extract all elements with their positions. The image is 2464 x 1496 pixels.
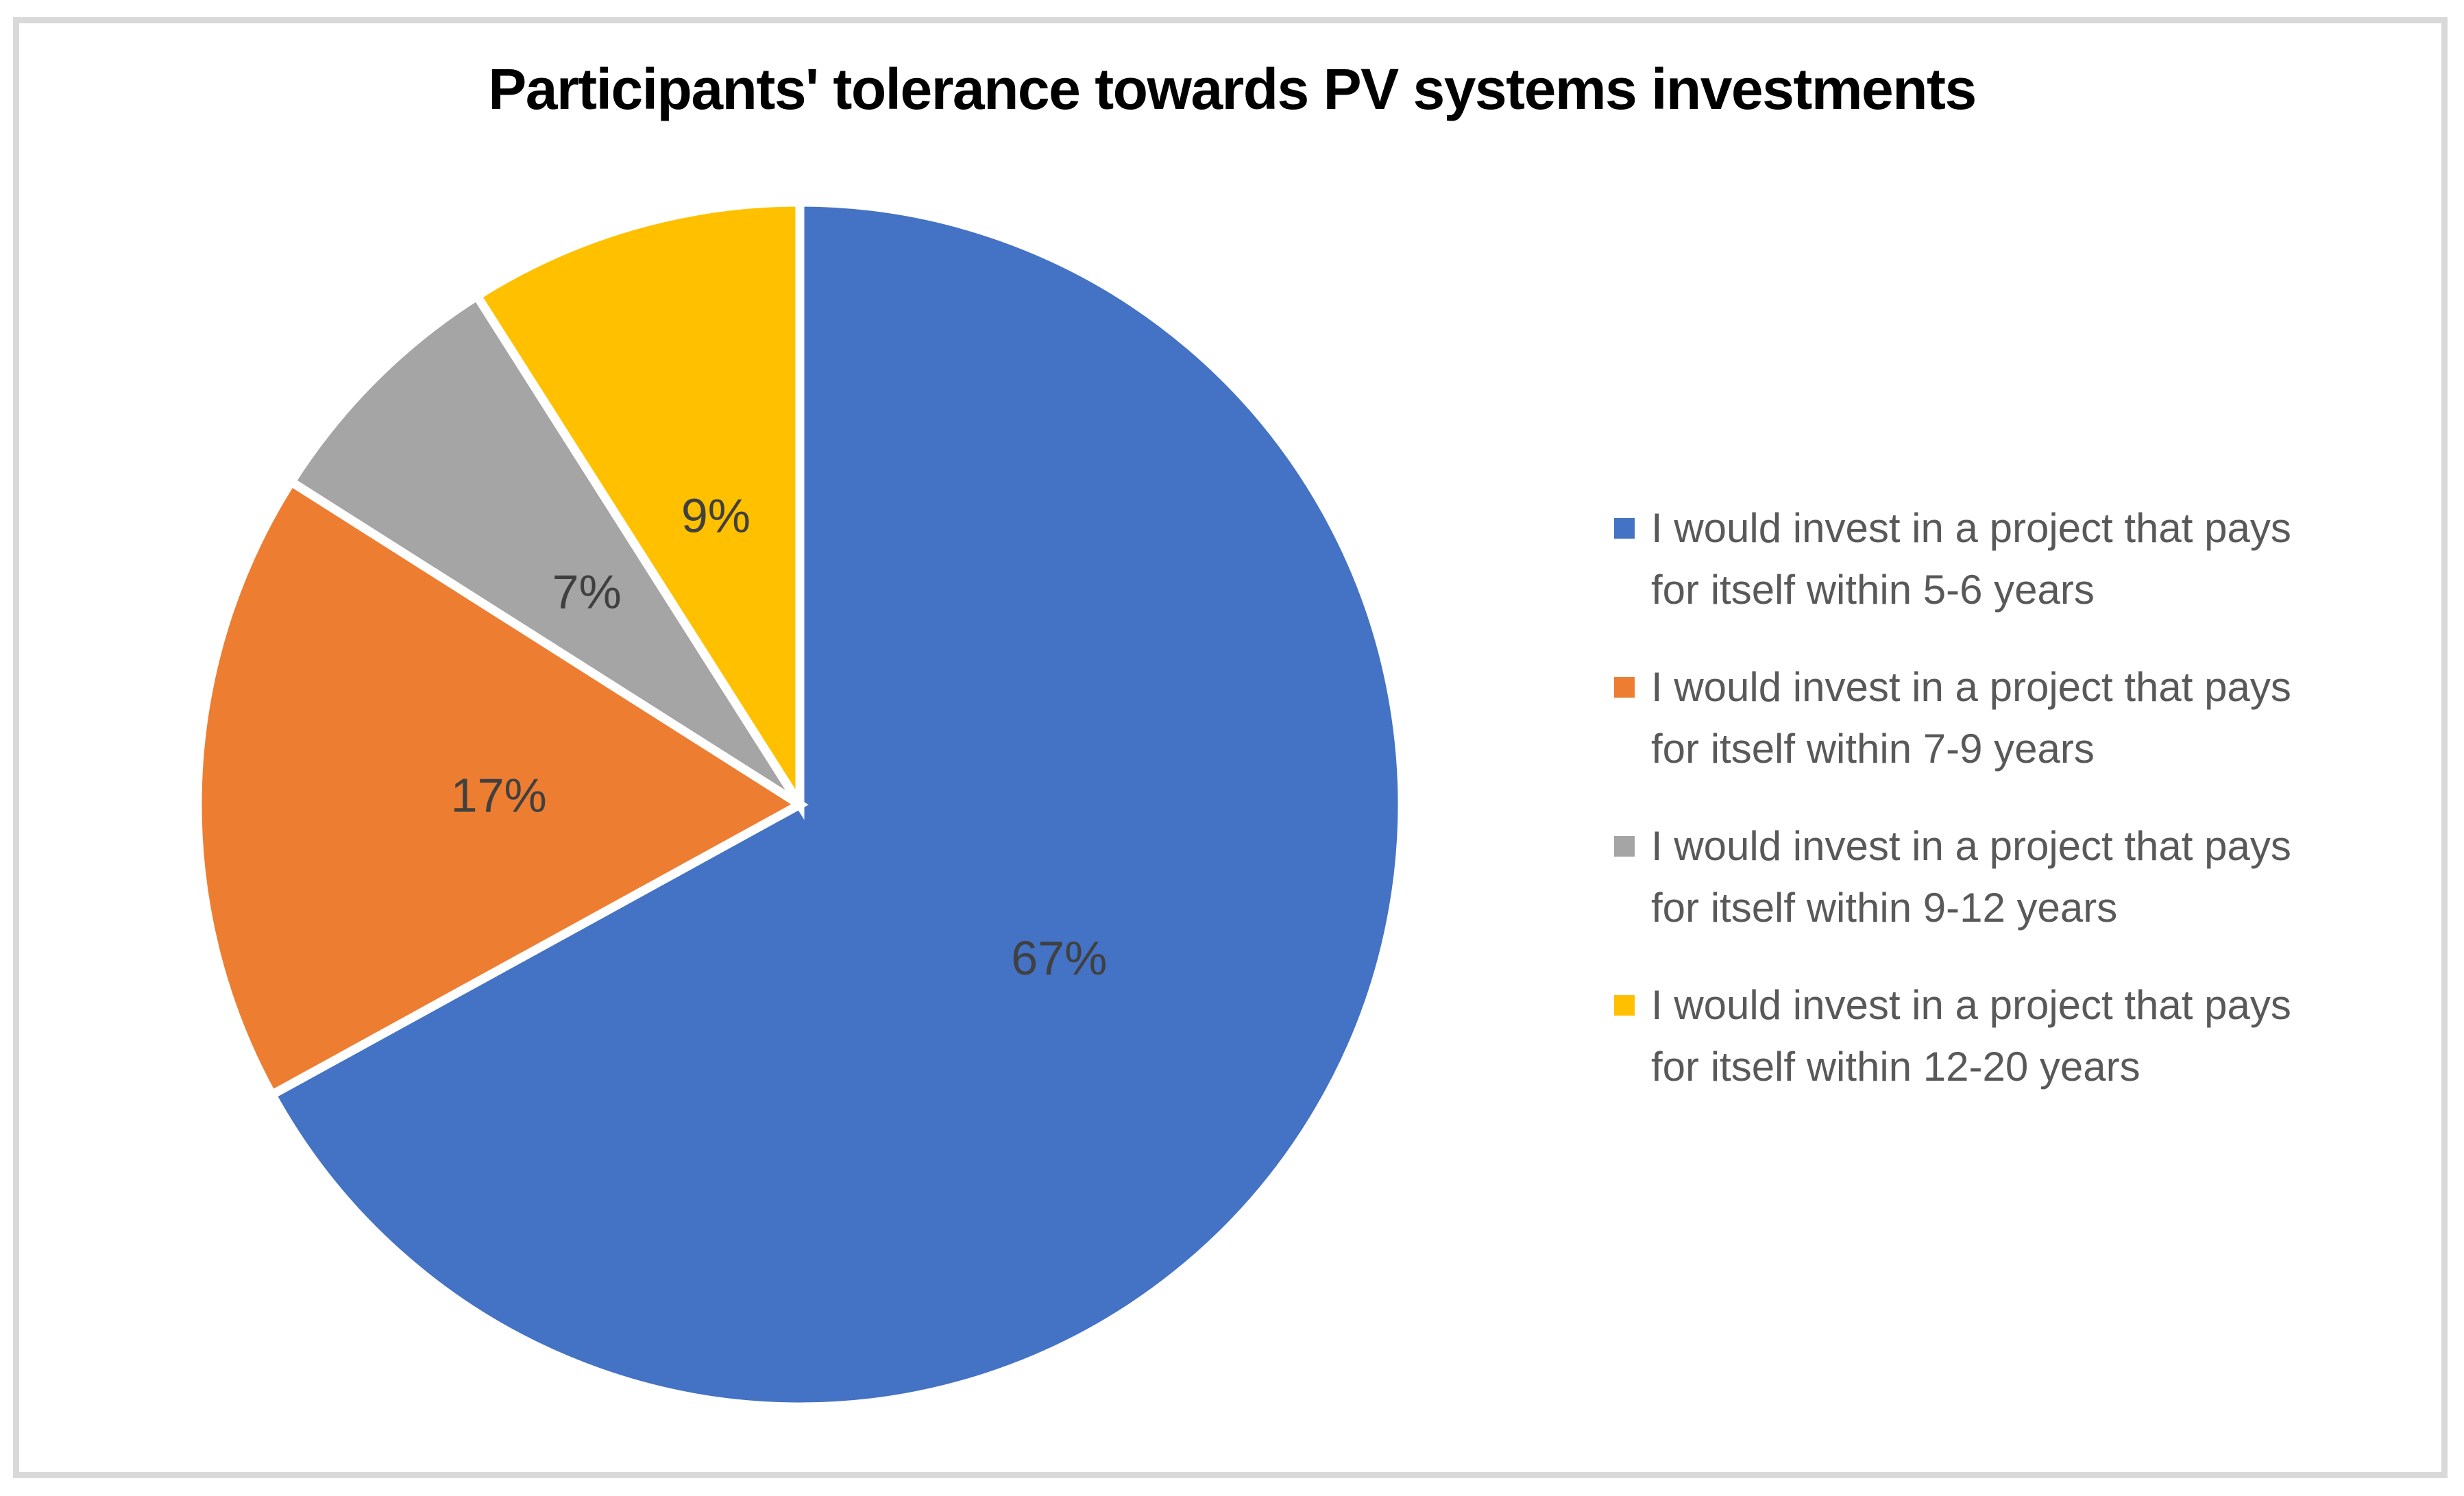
pie-data-label: 9% [681, 489, 751, 543]
legend-label-line: for itself within 9-12 years [1651, 885, 2118, 931]
legend: I would invest in a project that pays for… [1614, 498, 2430, 1098]
legend-label-line: I would invest in a project that pays [1651, 823, 2291, 869]
pie-slice-3 [284, 289, 804, 809]
legend-marker-icon [1614, 836, 1635, 857]
pie-slice-2 [193, 476, 809, 1101]
legend-item-3: I would invest in a project that pays for… [1614, 816, 2430, 939]
legend-item-2: I would invest in a project that pays for… [1614, 657, 2430, 780]
legend-label-line: I would invest in a project that pays [1651, 664, 2291, 710]
legend-marker-icon [1614, 677, 1635, 698]
legend-item-1: I would invest in a project that pays for… [1614, 498, 2430, 621]
legend-marker-icon [1614, 518, 1635, 539]
pie-data-label: 7% [552, 565, 622, 619]
chart-title: Participants' tolerance towards PV syste… [488, 57, 1977, 121]
legend-label: I would invest in a project that pays for… [1651, 498, 2291, 621]
legend-label-line: I would invest in a project that pays [1651, 505, 2291, 551]
legend-label-line: for itself within 5-6 years [1651, 567, 2095, 613]
pie-slice-1 [265, 197, 1407, 1412]
legend-label: I would invest in a project that pays for… [1651, 816, 2291, 939]
legend-marker-icon [1614, 995, 1635, 1016]
legend-item-4: I would invest in a project that pays for… [1614, 974, 2430, 1098]
legend-label: I would invest in a project that pays for… [1651, 974, 2291, 1098]
pie-slice-4 [471, 197, 805, 820]
legend-label-line: I would invest in a project that pays [1651, 982, 2291, 1028]
pie-data-label: 17% [451, 769, 547, 822]
legend-label-line: for itself within 7-9 years [1651, 726, 2095, 772]
legend-label: I would invest in a project that pays for… [1651, 657, 2291, 780]
legend-label-line: for itself within 12-20 years [1651, 1044, 2140, 1090]
pie-data-label: 67% [1011, 931, 1107, 985]
